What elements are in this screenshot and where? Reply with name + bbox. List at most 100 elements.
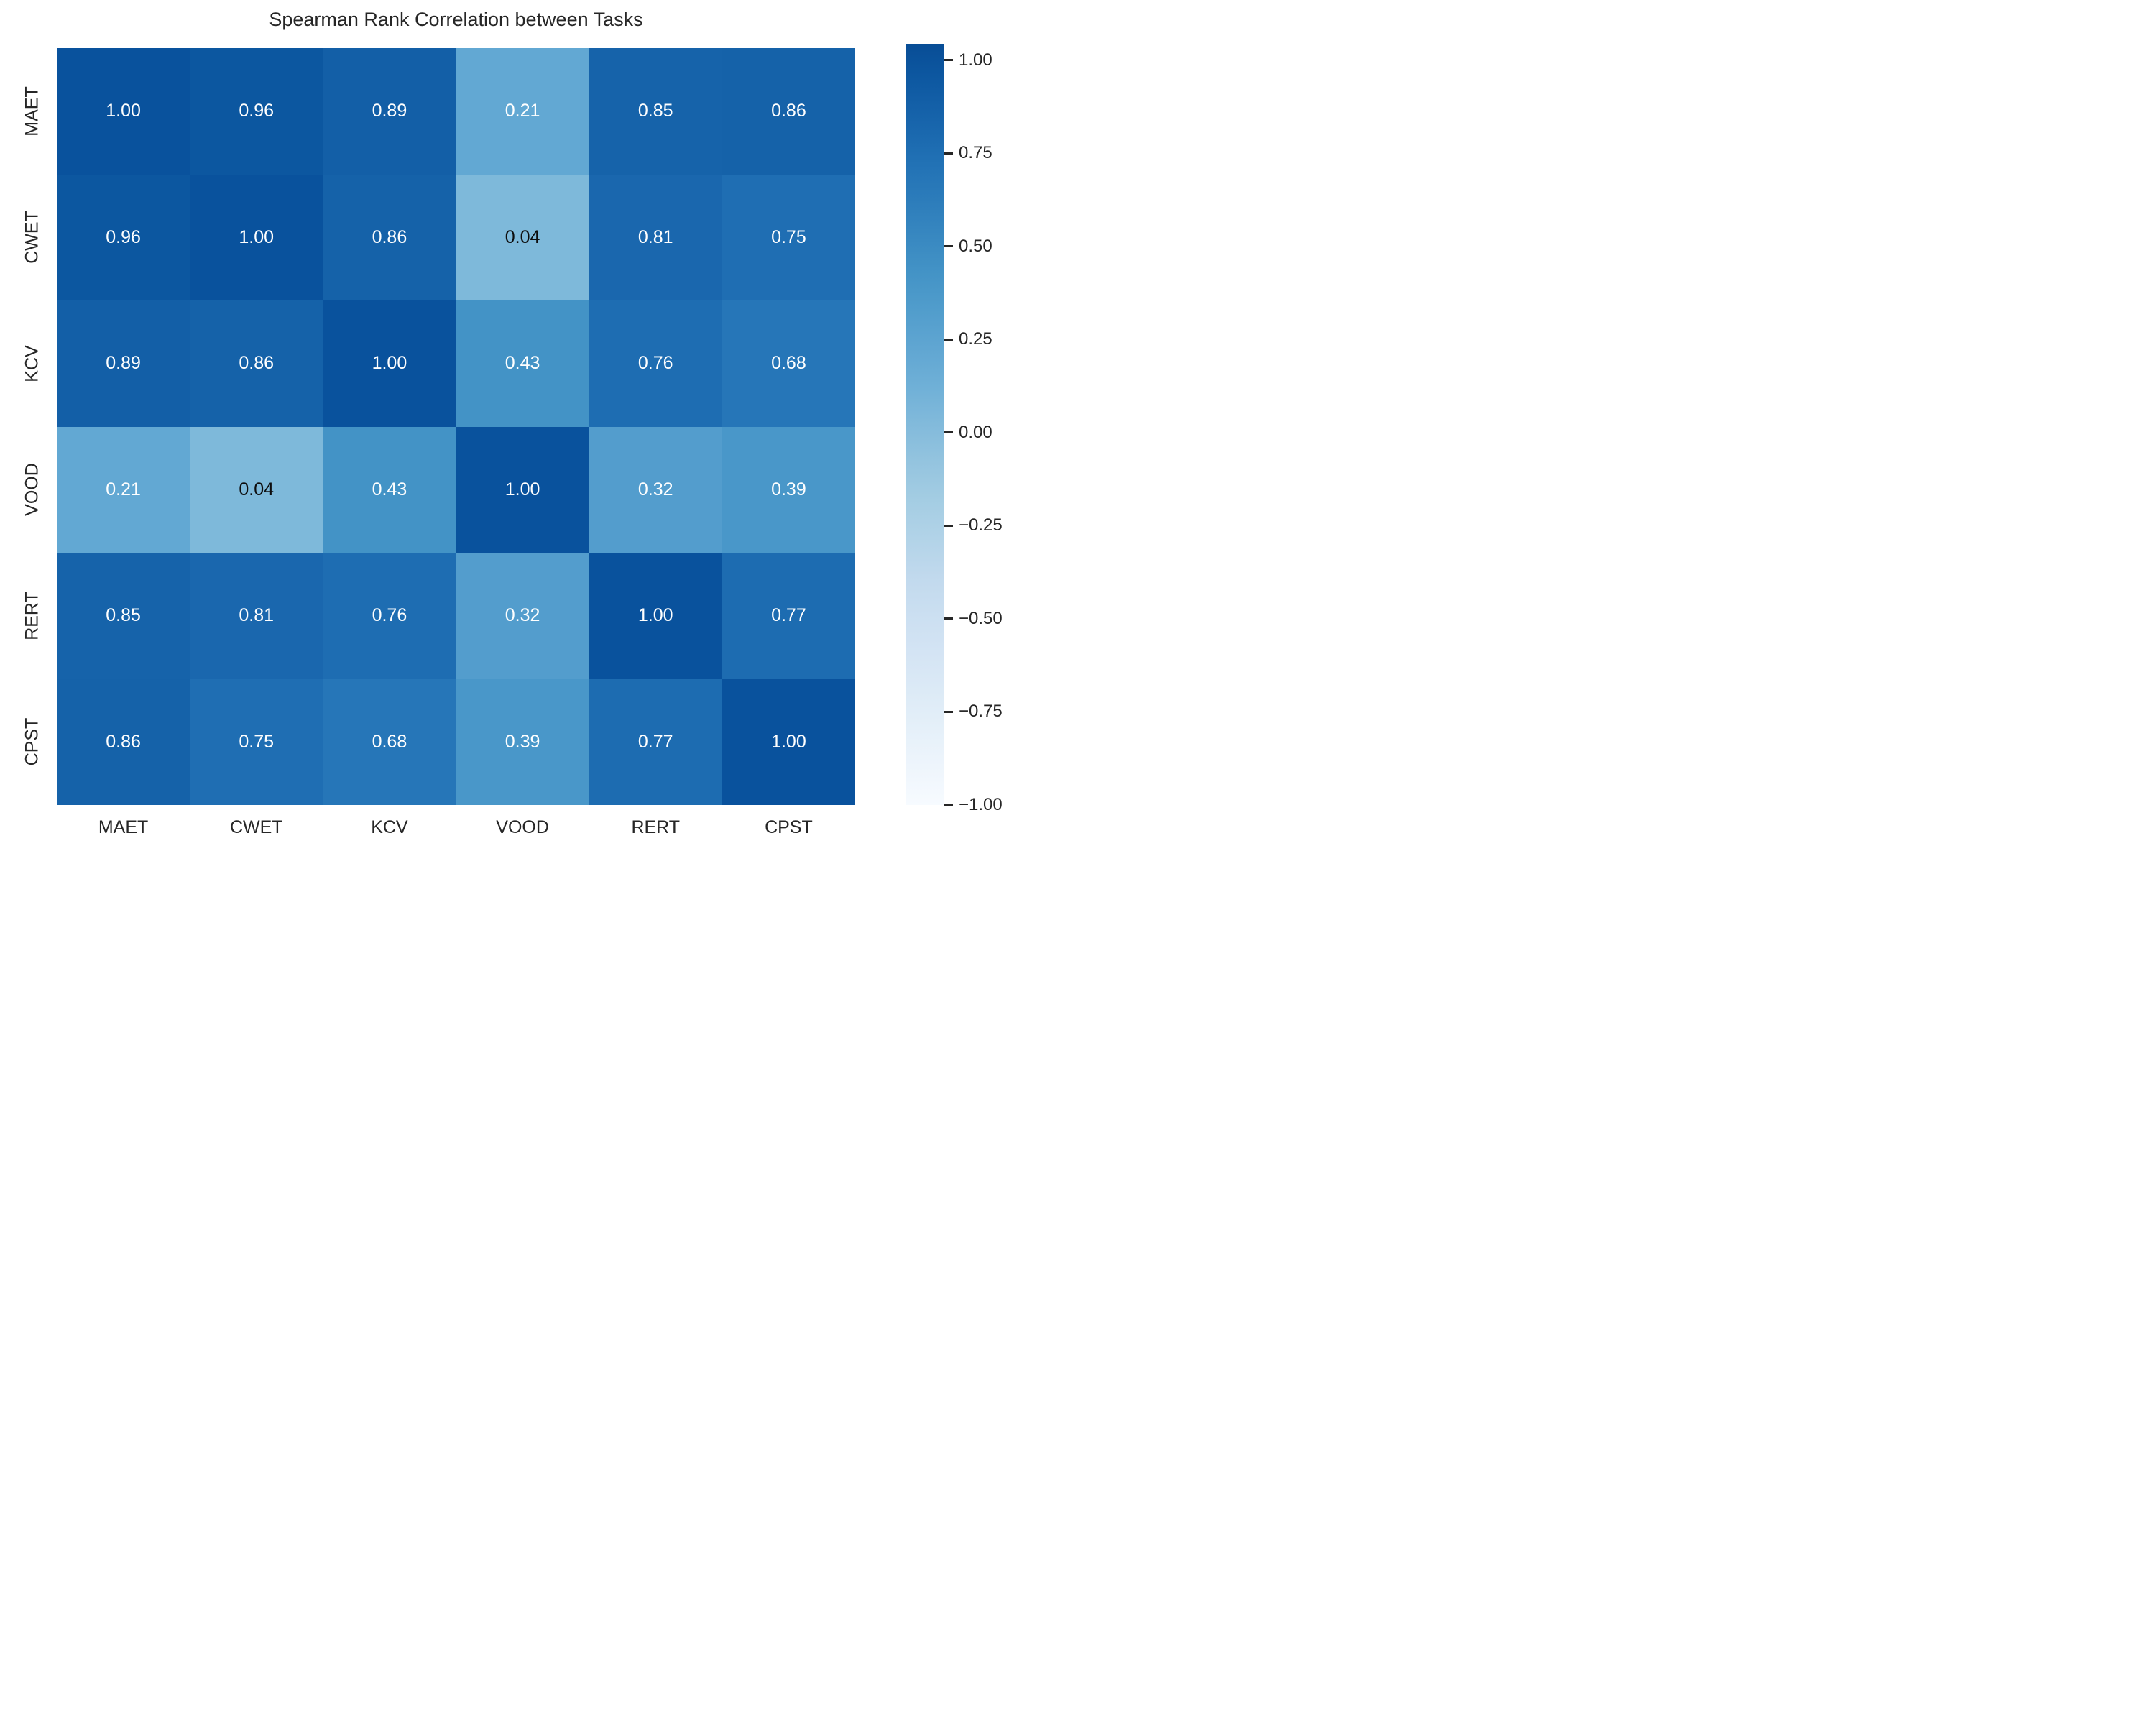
cell-value: 0.77 — [771, 605, 806, 626]
heatmap-cell-VOOD-MAET: 0.21 — [57, 426, 190, 553]
heatmap-cell-MAET-CWET: 0.96 — [190, 48, 323, 175]
heatmap-cell-VOOD-RERT: 0.32 — [589, 426, 722, 553]
cell-value: 0.21 — [505, 101, 540, 121]
cell-value: 0.86 — [372, 226, 407, 247]
heatmap-cell-MAET-MAET: 1.00 — [57, 48, 190, 175]
cell-value: 0.89 — [372, 101, 407, 121]
colorbar-tick-label: −1.00 — [959, 795, 1003, 814]
heatmap-cell-MAET-CPST: 0.86 — [722, 48, 855, 175]
x-tick-label-RERT: RERT — [631, 817, 681, 837]
cell-value: 0.76 — [637, 353, 673, 374]
heatmap-cell-VOOD-CWET: 0.04 — [190, 426, 323, 553]
cell-value: 1.00 — [239, 226, 275, 247]
cell-value: 0.85 — [637, 101, 673, 121]
colorbar-tick-mark — [944, 338, 953, 341]
heatmap-cell-RERT-CPST: 0.77 — [722, 553, 855, 679]
x-tick-label-KCV: KCV — [371, 817, 408, 837]
colorbar-tick-label: 0.50 — [959, 236, 992, 256]
colorbar-tick-label: −0.75 — [959, 702, 1003, 722]
colorbar-tick-mark — [944, 617, 953, 620]
cell-value: 0.75 — [771, 226, 806, 247]
cell-value: 0.21 — [106, 479, 141, 500]
heatmap-cell-CWET-CPST: 0.75 — [722, 174, 855, 300]
heatmap-cell-RERT-VOOD: 0.32 — [456, 553, 589, 679]
heatmap-grid: 1.00 0.96 0.89 0.21 0.85 0.86 0.96 1.00 0.86 0.04… — [57, 48, 855, 805]
y-tick-label-CPST: CPST — [22, 717, 42, 766]
heatmap-cell-MAET-KCV: 0.89 — [323, 48, 456, 175]
cell-value: 1.00 — [505, 479, 540, 500]
heatmap-cell-CPST-KCV: 0.68 — [323, 678, 456, 805]
y-tick-label-CWET: CWET — [22, 211, 42, 264]
heatmap-cell-MAET-RERT: 0.85 — [589, 48, 722, 175]
colorbar-tick-label: 0.00 — [959, 422, 992, 442]
cell-value: 0.32 — [505, 605, 540, 626]
heatmap-cell-KCV-CPST: 0.68 — [722, 300, 855, 427]
cell-value: 0.96 — [106, 226, 141, 247]
heatmap-cell-CWET-VOOD: 0.04 — [456, 174, 589, 300]
heatmap-cell-KCV-VOOD: 0.43 — [456, 300, 589, 427]
heatmap-cell-RERT-RERT: 1.00 — [589, 553, 722, 679]
heatmap-cell-KCV-MAET: 0.89 — [57, 300, 190, 427]
heatmap-cell-KCV-KCV: 1.00 — [323, 300, 456, 427]
cell-value: 0.81 — [239, 605, 275, 626]
colorbar-tick-label: −0.50 — [959, 608, 1003, 628]
heatmap-cell-RERT-CWET: 0.81 — [190, 553, 323, 679]
cell-value: 0.68 — [372, 731, 407, 752]
heatmap-cell-VOOD-VOOD: 1.00 — [456, 426, 589, 553]
y-tick-label-VOOD: VOOD — [22, 463, 42, 517]
colorbar-tick-label: 0.75 — [959, 143, 992, 163]
colorbar-tick-mark — [944, 804, 953, 806]
cell-value: 0.86 — [239, 353, 275, 374]
cell-value: 0.39 — [505, 731, 540, 752]
x-tick-label-CWET: CWET — [229, 817, 283, 837]
cell-value: 0.76 — [372, 605, 407, 626]
x-tick-label-VOOD: VOOD — [496, 817, 549, 837]
heatmap-cell-CPST-MAET: 0.86 — [57, 678, 190, 805]
heatmap-cell-CPST-VOOD: 0.39 — [456, 678, 589, 805]
heatmap-cell-CWET-CWET: 1.00 — [190, 174, 323, 300]
cell-value: 0.43 — [505, 353, 540, 374]
heatmap-cell-RERT-MAET: 0.85 — [57, 553, 190, 679]
cell-value: 0.86 — [106, 731, 141, 752]
heatmap-cell-CWET-MAET: 0.96 — [57, 174, 190, 300]
x-tick-label-MAET: MAET — [98, 817, 149, 837]
cell-value: 0.32 — [637, 479, 673, 500]
colorbar-tick-label: 1.00 — [959, 50, 992, 70]
heatmap-cell-VOOD-CPST: 0.39 — [722, 426, 855, 553]
cell-value: 0.43 — [372, 479, 407, 500]
colorbar — [906, 44, 944, 805]
cell-value: 0.77 — [637, 731, 673, 752]
heatmap-cell-MAET-VOOD: 0.21 — [456, 48, 589, 175]
heatmap-cell-CWET-KCV: 0.86 — [323, 174, 456, 300]
cell-value: 0.89 — [106, 353, 141, 374]
y-tick-label-MAET: MAET — [22, 86, 42, 137]
colorbar-tick-mark — [944, 431, 953, 434]
heatmap-cell-RERT-KCV: 0.76 — [323, 553, 456, 679]
colorbar-tick-mark — [944, 245, 953, 248]
cell-value: 1.00 — [106, 101, 141, 121]
heatmap-cell-VOOD-KCV: 0.43 — [323, 426, 456, 553]
cell-value: 1.00 — [372, 353, 407, 374]
y-tick-label-RERT: RERT — [22, 591, 42, 640]
colorbar-tick-mark — [944, 710, 953, 713]
heatmap-cell-KCV-CWET: 0.86 — [190, 300, 323, 427]
cell-value: 0.04 — [505, 226, 540, 247]
heatmap-cell-KCV-RERT: 0.76 — [589, 300, 722, 427]
colorbar-tick-mark — [944, 152, 953, 155]
heatmap-cell-CPST-CPST: 1.00 — [722, 678, 855, 805]
colorbar-tick-label: −0.25 — [959, 515, 1003, 535]
heatmap-cell-CPST-CWET: 0.75 — [190, 678, 323, 805]
y-tick-label-KCV: KCV — [22, 345, 42, 382]
colorbar-tick-mark — [944, 59, 953, 62]
cell-value: 0.85 — [106, 605, 141, 626]
heatmap-cell-CWET-RERT: 0.81 — [589, 174, 722, 300]
cell-value: 0.96 — [239, 101, 275, 121]
correlation-heatmap-figure: Spearman Rank Correlation between Tasks … — [0, 0, 1078, 862]
cell-value: 0.04 — [239, 479, 275, 500]
cell-value: 0.39 — [771, 479, 806, 500]
colorbar-tick-label: 0.25 — [959, 329, 992, 349]
x-tick-label-CPST: CPST — [765, 817, 813, 837]
cell-value: 1.00 — [637, 605, 673, 626]
colorbar-tick-mark — [944, 524, 953, 527]
cell-value: 0.68 — [771, 353, 806, 374]
